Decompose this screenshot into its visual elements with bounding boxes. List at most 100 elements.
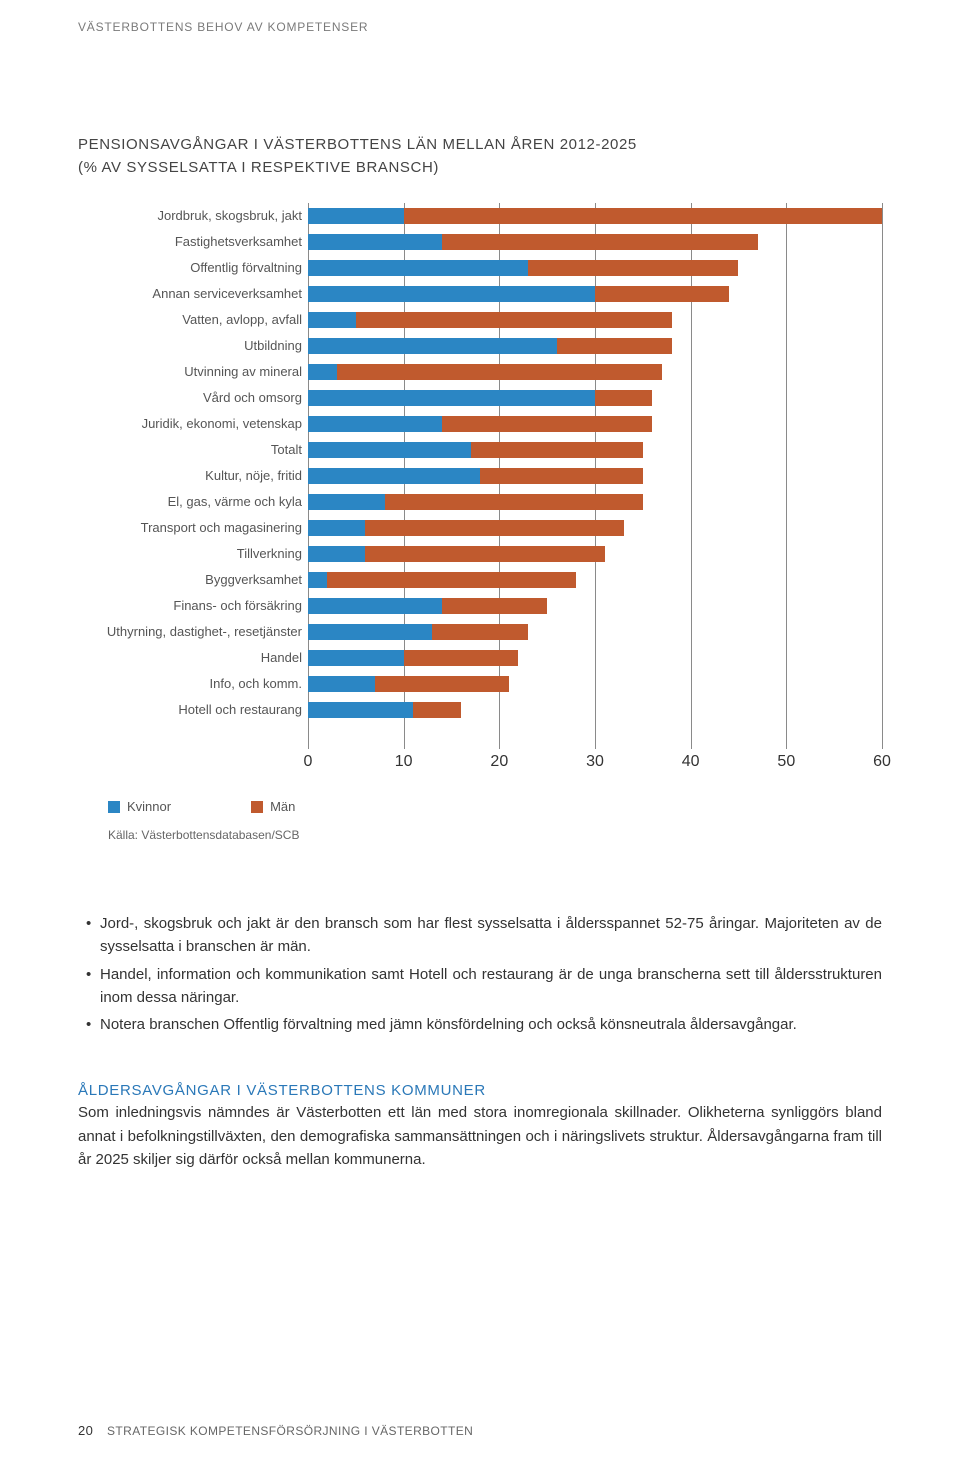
bar-seg-man (432, 624, 528, 640)
category-label (78, 723, 308, 749)
x-tick: 0 (304, 753, 313, 771)
category-label: Byggverksamhet (78, 567, 308, 593)
bar-track (308, 468, 882, 484)
category-label: Offentlig förvaltning (78, 255, 308, 281)
bar-seg-man (528, 260, 738, 276)
bar-seg-man (385, 494, 643, 510)
bar-seg-kvinnor (308, 442, 471, 458)
bar-seg-man (442, 598, 547, 614)
bar-seg-kvinnor (308, 234, 442, 250)
category-label: Totalt (78, 437, 308, 463)
bar-track (308, 702, 882, 718)
bar-row (308, 489, 882, 515)
bar-seg-kvinnor (308, 416, 442, 432)
legend-item-man: Män (251, 799, 295, 814)
x-tick: 50 (777, 753, 795, 771)
bar-seg-man (404, 208, 882, 224)
bar-seg-kvinnor (308, 702, 413, 718)
category-label: Kultur, nöje, fritid (78, 463, 308, 489)
bar-track (308, 442, 882, 458)
bullet-item: Jord-, skogsbruk och jakt är den bransch… (78, 912, 882, 959)
bar-row (308, 515, 882, 541)
bar-row (308, 437, 882, 463)
category-label: Jordbruk, skogsbruk, jakt (78, 203, 308, 229)
legend-label-kvinnor: Kvinnor (127, 799, 171, 814)
bullet-list: Jord-, skogsbruk och jakt är den bransch… (78, 912, 882, 1036)
category-label: Uthyrning, dastighet-, resetjänster (78, 619, 308, 645)
bar-seg-man (404, 650, 519, 666)
bar-track (308, 416, 882, 432)
bar-row (308, 619, 882, 645)
category-label: Juridik, ekonomi, vetenskap (78, 411, 308, 437)
chart-title: PENSIONSAVGÅNGAR I VÄSTERBOTTENS LÄN MEL… (78, 134, 882, 179)
x-tick: 40 (682, 753, 700, 771)
page-number: 20 (78, 1423, 93, 1438)
category-label: Vatten, avlopp, avfall (78, 307, 308, 333)
legend-swatch-man (251, 801, 263, 813)
category-labels: Jordbruk, skogsbruk, jaktFastighetsverks… (78, 203, 308, 749)
category-label: Annan serviceverksamhet (78, 281, 308, 307)
bar-seg-kvinnor (308, 676, 375, 692)
bar-track (308, 572, 882, 588)
bar-seg-kvinnor (308, 286, 595, 302)
bar-track (308, 624, 882, 640)
legend-item-kvinnor: Kvinnor (108, 799, 171, 814)
bar-row (308, 359, 882, 385)
x-tick: 30 (586, 753, 604, 771)
x-axis: 0102030405060 (308, 753, 882, 781)
category-label: Finans- och försäkring (78, 593, 308, 619)
bar-seg-man (442, 234, 758, 250)
category-label: El, gas, värme och kyla (78, 489, 308, 515)
bar-track (308, 338, 882, 354)
x-tick: 10 (395, 753, 413, 771)
page-footer: 20 STRATEGISK KOMPETENSFÖRSÖRJNING I VÄS… (78, 1423, 473, 1438)
bar-row (308, 671, 882, 697)
category-label: Handel (78, 645, 308, 671)
chart-source: Källa: Västerbottensdatabasen/SCB (78, 828, 882, 842)
bar-row (308, 697, 882, 723)
bullet-item: Handel, information och kommunikation sa… (78, 963, 882, 1010)
legend-swatch-kvinnor (108, 801, 120, 813)
bar-seg-kvinnor (308, 624, 432, 640)
category-label: Hotell och restaurang (78, 697, 308, 723)
bar-track (308, 650, 882, 666)
bar-seg-man (337, 364, 662, 380)
legend: Kvinnor Män (78, 799, 882, 814)
bar-track (308, 208, 882, 224)
bar-row (308, 411, 882, 437)
bar-seg-kvinnor (308, 312, 356, 328)
bar-track (308, 728, 882, 744)
bar-seg-kvinnor (308, 546, 365, 562)
bar-seg-man (480, 468, 643, 484)
category-label: Fastighetsverksamhet (78, 229, 308, 255)
bar-seg-man (595, 286, 729, 302)
pension-chart: Jordbruk, skogsbruk, jaktFastighetsverks… (78, 203, 882, 781)
bar-row (308, 463, 882, 489)
bar-track (308, 494, 882, 510)
chart-title-line1: PENSIONSAVGÅNGAR I VÄSTERBOTTENS LÄN MEL… (78, 136, 637, 153)
bar-track (308, 260, 882, 276)
bar-track (308, 312, 882, 328)
bar-seg-kvinnor (308, 598, 442, 614)
bar-row (308, 541, 882, 567)
plot-area (308, 203, 882, 749)
bar-seg-man (365, 520, 623, 536)
category-label: Transport och magasinering (78, 515, 308, 541)
bar-seg-kvinnor (308, 338, 557, 354)
bar-track (308, 364, 882, 380)
bar-seg-man (557, 338, 672, 354)
category-label: Info, och komm. (78, 671, 308, 697)
bar-track (308, 390, 882, 406)
bar-track (308, 546, 882, 562)
bar-row (308, 307, 882, 333)
bar-row (308, 645, 882, 671)
bar-track (308, 286, 882, 302)
bars-layer (308, 203, 882, 749)
bar-seg-kvinnor (308, 468, 480, 484)
bar-row (308, 567, 882, 593)
plot-wrap: 0102030405060 (308, 203, 882, 781)
bar-seg-man (442, 416, 652, 432)
bar-row (308, 333, 882, 359)
bar-row (308, 203, 882, 229)
bar-seg-man (327, 572, 576, 588)
